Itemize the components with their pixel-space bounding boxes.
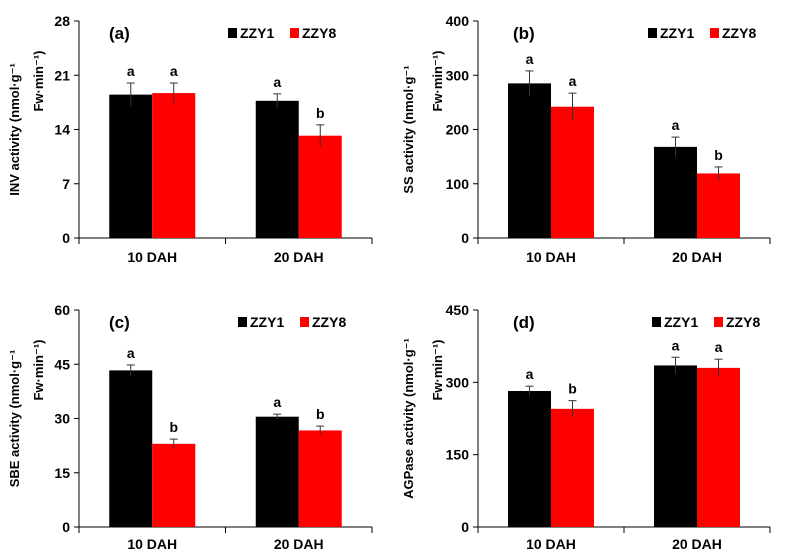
legend-label-zzy8: ZZY8 (312, 314, 346, 330)
x-category-label: 10 DAH (127, 536, 177, 552)
y-tick-label: 0 (62, 519, 70, 535)
significance-letter: a (273, 74, 281, 90)
legend-swatch-zzy8 (710, 28, 719, 38)
y-axis-label: SS activity (nmol·g⁻¹ (401, 65, 416, 193)
y-axis-label-line2: Fw·min⁻¹) (430, 339, 445, 400)
x-category-label: 20 DAH (274, 249, 324, 265)
legend-label-zzy8: ZZY8 (302, 25, 336, 41)
panel-label: (c) (109, 313, 130, 332)
x-category-label: 20 DAH (672, 249, 722, 265)
y-axis-label-line2: Fw·min⁻¹) (430, 50, 445, 111)
bar-zzy1-1 (654, 146, 697, 238)
significance-letter: a (273, 394, 281, 410)
y-axis-label-line2: Fw·min⁻¹) (31, 50, 46, 111)
y-tick-label: 450 (446, 302, 470, 318)
significance-letter: a (569, 73, 577, 89)
y-tick-label: 100 (446, 176, 470, 192)
legend-label-zzy8: ZZY8 (726, 314, 760, 330)
bar-zzy1-1 (654, 365, 697, 527)
significance-letter: b (316, 406, 325, 422)
x-category-label: 10 DAH (526, 249, 576, 265)
chart-panel-2: 0 15 30 45 60 10 DAH a b 20 DAH a b (c) ZZY1 ZZY8 SBE … (7, 302, 373, 552)
y-tick-label: 45 (54, 356, 70, 372)
y-tick-label: 300 (446, 374, 470, 390)
y-tick-label: 21 (54, 67, 70, 83)
panel-label: (d) (513, 313, 535, 332)
bar-zzy1-0 (109, 94, 153, 238)
legend-label-zzy1: ZZY1 (240, 25, 274, 41)
legend-swatch-zzy8 (714, 317, 723, 327)
legend-label-zzy1: ZZY1 (250, 314, 284, 330)
significance-letter: b (169, 419, 178, 435)
legend-label-zzy1: ZZY1 (664, 314, 698, 330)
legend-label-zzy1: ZZY1 (660, 25, 694, 41)
bar-zzy8-1 (298, 135, 342, 238)
chart-panel-0: 0 7 14 21 28 10 DAH a a 20 DAH a b (a) ZZY1 ZZY8 INV a… (7, 13, 373, 265)
significance-letter: a (526, 51, 534, 67)
significance-letter: a (672, 117, 680, 133)
bar-zzy1-0 (508, 83, 551, 238)
y-axis-label: AGPase activity (nmol·g⁻¹ (401, 338, 416, 499)
y-axis-label-line2: Fw·min⁻¹) (31, 339, 46, 400)
bar-zzy1-0 (109, 370, 153, 527)
y-tick-label: 300 (446, 67, 470, 83)
x-category-label: 20 DAH (274, 536, 324, 552)
y-tick-label: 14 (54, 122, 70, 138)
chart-panel-1: 0 100 200 300 400 10 DAH a a 20 DAH a b (b) ZZY1 ZZY8… (401, 13, 771, 265)
bar-zzy1-1 (255, 416, 299, 527)
legend-swatch-zzy1 (228, 28, 237, 38)
bar-zzy8-1 (298, 430, 342, 527)
significance-letter: a (672, 337, 680, 353)
y-tick-label: 30 (54, 411, 70, 427)
legend-swatch-zzy8 (300, 317, 309, 327)
y-tick-label: 7 (62, 176, 70, 192)
bar-zzy1-1 (255, 100, 299, 238)
chart-panel-3: 0 150 300 450 10 DAH a b 20 DAH a a (d) ZZY1 ZZY8 AGP… (401, 302, 771, 552)
y-tick-label: 0 (461, 230, 469, 246)
y-tick-label: 150 (446, 447, 470, 463)
bar-zzy8-0 (152, 93, 196, 238)
legend-swatch-zzy8 (290, 28, 299, 38)
bar-zzy8-0 (152, 443, 196, 527)
bar-zzy8-1 (697, 367, 740, 527)
y-tick-label: 28 (54, 13, 70, 29)
y-tick-label: 60 (54, 302, 70, 318)
bar-zzy8-0 (551, 106, 594, 238)
significance-letter: b (568, 381, 577, 397)
y-tick-label: 15 (54, 465, 70, 481)
y-tick-label: 0 (62, 230, 70, 246)
significance-letter: b (316, 105, 325, 121)
panel-label: (a) (109, 24, 130, 43)
significance-letter: a (170, 63, 178, 79)
legend-swatch-zzy1 (238, 317, 247, 327)
legend-label-zzy8: ZZY8 (722, 25, 756, 41)
bar-zzy8-1 (697, 173, 740, 238)
y-tick-label: 400 (446, 13, 470, 29)
x-category-label: 10 DAH (526, 536, 576, 552)
legend-swatch-zzy1 (648, 28, 657, 38)
bar-zzy8-0 (551, 408, 594, 527)
legend-swatch-zzy1 (652, 317, 661, 327)
y-axis-label: INV activity (nmol·g⁻¹ (7, 63, 22, 196)
significance-letter: a (526, 366, 534, 382)
significance-letter: a (127, 345, 135, 361)
significance-letter: a (715, 339, 723, 355)
x-category-label: 20 DAH (672, 536, 722, 552)
y-axis-label: SBE activity (nmol·g⁻¹ (7, 350, 22, 488)
significance-letter: a (127, 63, 135, 79)
x-category-label: 10 DAH (127, 249, 177, 265)
y-tick-label: 0 (461, 519, 469, 535)
y-tick-label: 200 (446, 122, 470, 138)
significance-letter: b (714, 147, 723, 163)
bar-zzy1-0 (508, 391, 551, 527)
panel-label: (b) (513, 24, 535, 43)
